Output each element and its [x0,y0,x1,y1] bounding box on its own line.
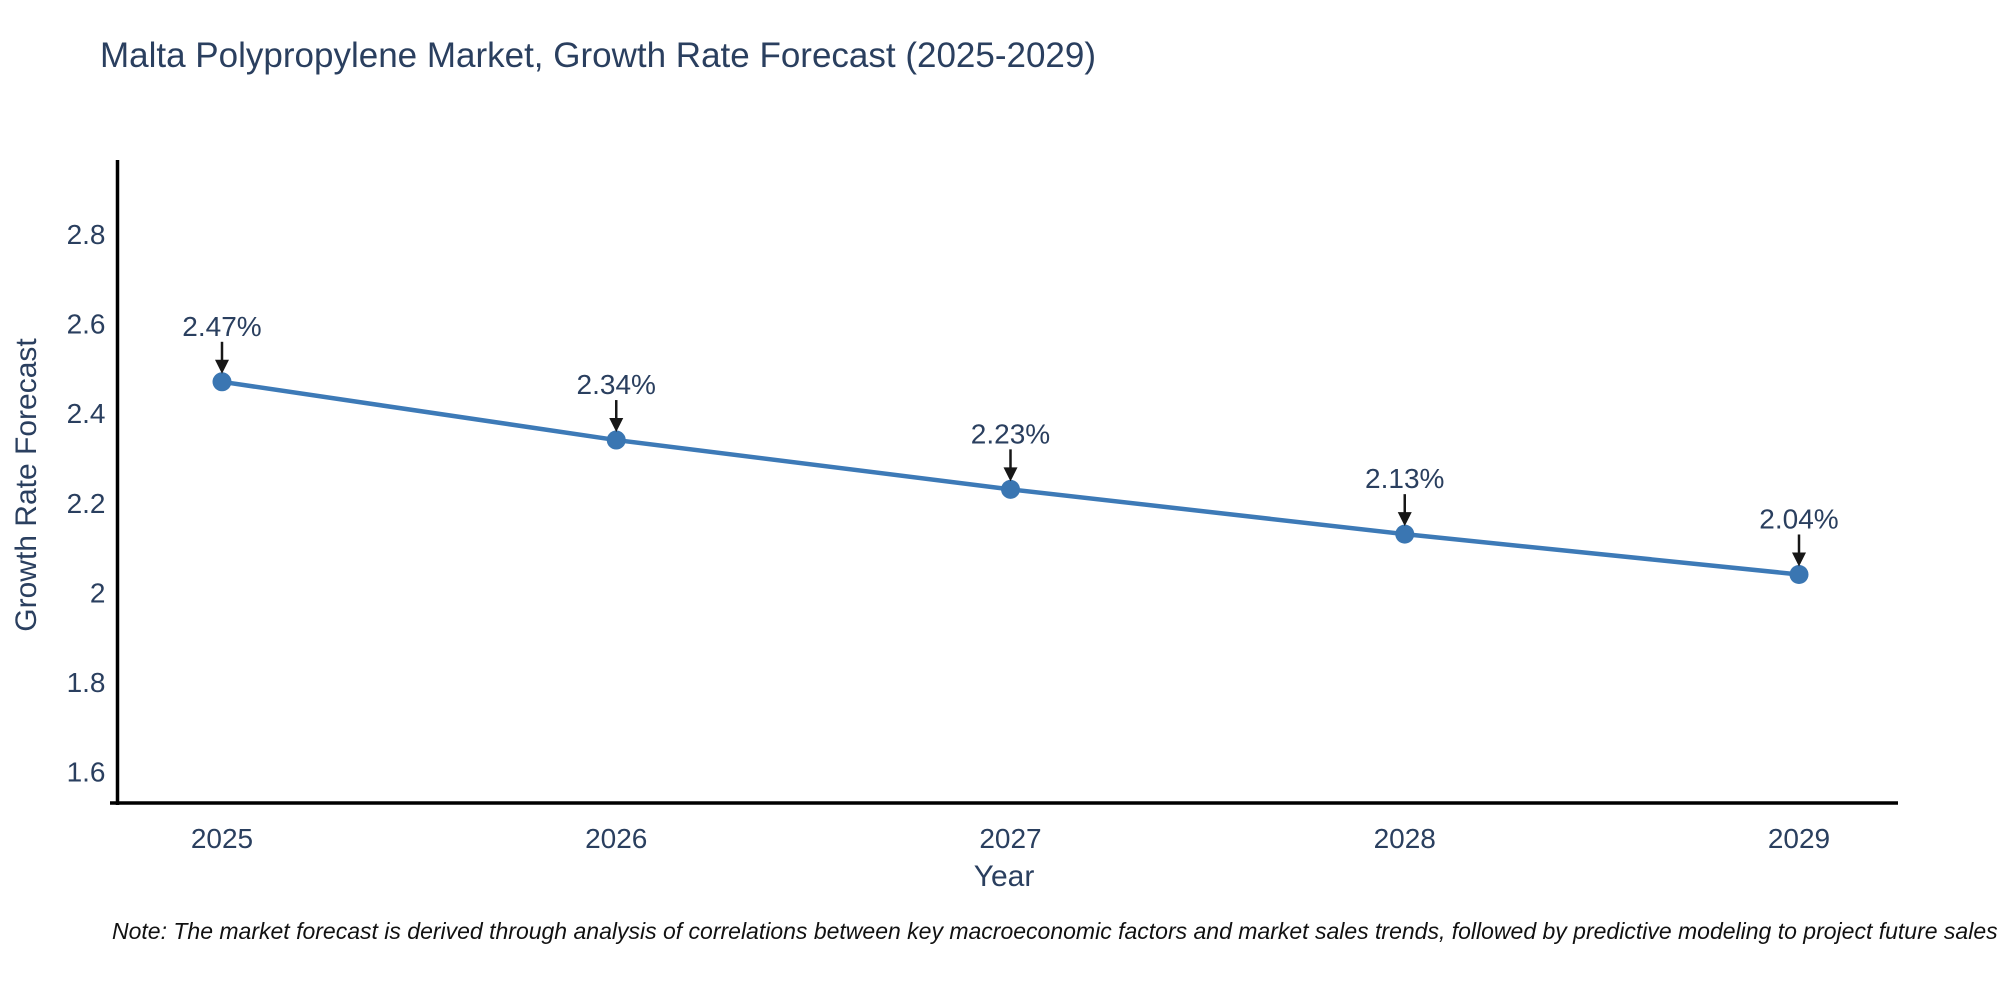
x-axis-title: Year [973,860,1035,893]
x-tick-label: 2029 [1768,823,1830,854]
x-tick-label: 2025 [191,823,253,854]
data-point-marker[interactable] [606,430,626,450]
annotation-arrow-head [609,418,624,433]
x-tick-label: 2028 [1374,823,1436,854]
annotation-arrow-head [215,359,229,374]
y-tick-label: 1.6 [67,757,106,788]
annotation-label: 2.47% [182,311,261,342]
y-tick-label: 2.4 [67,398,106,429]
y-tick-label: 2 [90,577,106,608]
annotation-label: 2.13% [1365,463,1444,494]
annotation-label: 2.34% [577,369,656,400]
annotation-arrow-head [1003,467,1018,482]
chart-title: Malta Polypropylene Market, Growth Rate … [100,36,1097,75]
x-tick-label: 2027 [979,823,1041,854]
y-tick-label: 2.2 [67,488,106,519]
data-point-marker[interactable] [212,372,232,392]
data-point-marker[interactable] [1001,479,1020,499]
annotation-label: 2.04% [1759,503,1838,534]
annotation-arrow-head [1792,552,1806,567]
y-tick-label: 1.8 [67,667,106,698]
data-point-marker[interactable] [1789,564,1809,584]
annotation-arrow-head [1397,512,1412,527]
forecast-note: Note: The market forecast is derived thr… [112,918,1998,944]
y-tick-label: 2.6 [67,309,106,340]
annotation-label: 2.23% [971,418,1050,449]
x-tick-label: 2026 [585,823,647,854]
y-tick-label: 2.8 [67,219,106,250]
data-point-marker[interactable] [1395,524,1415,544]
